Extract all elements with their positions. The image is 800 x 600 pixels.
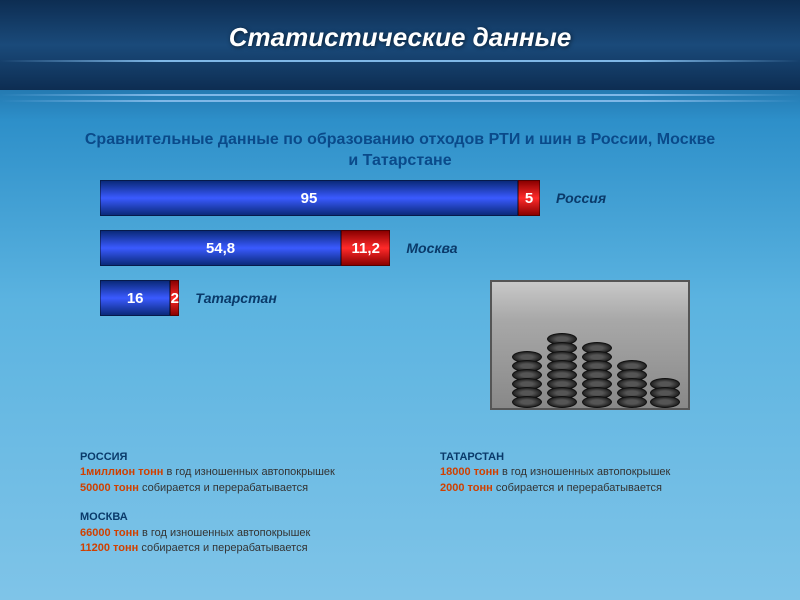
- bar-label: Татарстан: [195, 290, 277, 306]
- detail-russia: РОССИЯ 1миллион тонн в год изношенных ав…: [80, 450, 360, 496]
- detail-line: 66000 тонн в год изношенных автопокрышек: [80, 526, 360, 541]
- detail-line: 11200 тонн собирается и перерабатывается: [80, 541, 360, 556]
- detail-line: 50000 тонн собирается и перерабатывается: [80, 481, 360, 496]
- bar-segment-blue: 16: [100, 280, 170, 316]
- detail-title: ТАТАРСТАН: [440, 450, 720, 465]
- chart-subtitle: Сравнительные данные по образованию отхо…: [80, 130, 720, 172]
- bar-row-moscow: 54,8 11,2 Москва: [100, 230, 700, 266]
- bar-segment-blue: 54,8: [100, 230, 341, 266]
- bar-segment-red: 11,2: [341, 230, 390, 266]
- bar-segment-blue: 95: [100, 180, 518, 216]
- header-divider: [0, 100, 800, 102]
- bar-label: Россия: [556, 190, 606, 206]
- detail-tatarstan: ТАТАРСТАН 18000 тонн в год изношенных ав…: [440, 450, 720, 496]
- details-col-left: РОССИЯ 1миллион тонн в год изношенных ав…: [80, 450, 360, 570]
- header-divider: [0, 60, 800, 62]
- bar-row-russia: 95 5 Россия: [100, 180, 700, 216]
- detail-title: МОСКВА: [80, 510, 360, 525]
- detail-moscow: МОСКВА 66000 тонн в год изношенных автоп…: [80, 510, 360, 556]
- detail-line: 2000 тонн собирается и перерабатывается: [440, 481, 720, 496]
- detail-line: 18000 тонн в год изношенных автопокрышек: [440, 465, 720, 480]
- bar-segment-red: 5: [518, 180, 540, 216]
- bar-segment-red: 2: [170, 280, 179, 316]
- details-col-right: ТАТАРСТАН 18000 тонн в год изношенных ав…: [440, 450, 720, 570]
- detail-line: 1миллион тонн в год изношенных автопокры…: [80, 465, 360, 480]
- page-title: Статистические данные: [0, 22, 800, 53]
- details-section: РОССИЯ 1миллион тонн в год изношенных ав…: [80, 450, 720, 570]
- header-divider: [0, 94, 800, 96]
- bar-label: Москва: [406, 240, 457, 256]
- detail-title: РОССИЯ: [80, 450, 360, 465]
- tire-photo: [490, 280, 690, 410]
